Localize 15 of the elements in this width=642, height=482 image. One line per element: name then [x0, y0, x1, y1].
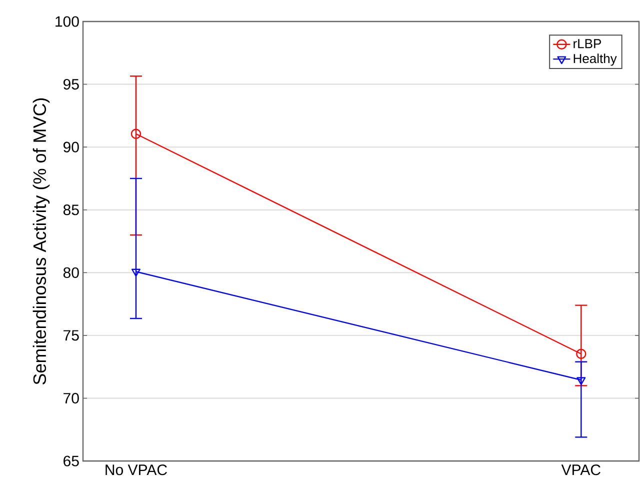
y-axis-title: Semitendinosus Activity (% of MVC): [32, 98, 50, 384]
y-tick-label: 65: [64, 456, 79, 466]
y-tick-label: 90: [64, 142, 79, 152]
legend-label: rLBP: [574, 39, 601, 48]
y-tick-label: 75: [64, 330, 79, 341]
legend-label: Healthy: [574, 54, 617, 66]
y-tick-label: 80: [63, 267, 79, 278]
y-tick-label: 85: [63, 204, 79, 216]
y-tick-label: 70: [64, 392, 79, 404]
point: [130, 128, 142, 139]
y-tick-label: 100: [56, 16, 79, 27]
x-tick-label: VPAC: [561, 464, 600, 476]
x-tick-label: No VPAC: [106, 464, 167, 476]
y-tick-label: 95: [64, 78, 79, 90]
point: [576, 348, 586, 359]
